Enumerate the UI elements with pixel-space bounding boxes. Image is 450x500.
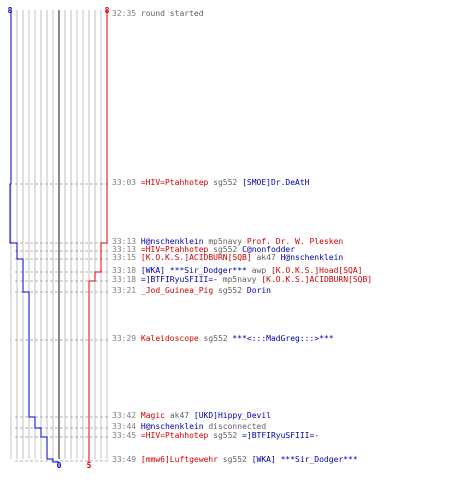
player-name: H@nschenklein [280,253,344,262]
player-name: [K.O.K.S.]ACIDBURN[SQB] [140,253,252,262]
team-red-count-line [88,10,108,462]
event-time: 33:18 [112,275,141,284]
event-time: 33:42 [112,411,141,420]
event-time: 33:15 [112,253,141,262]
event-time: 32:35 [112,9,141,18]
player-name: H@nschenklein [140,422,204,431]
event-time: 33:18 [112,266,141,275]
event-row: 33:21 _Jod_Guinea_Pig sg552 Dorin [112,286,271,295]
player-name: Kaleidoscope [140,334,199,343]
event-action: disconnected [203,422,267,431]
event-time: 33:45 [112,431,141,440]
player-name: =]BTFIRyuSFIII=- [140,275,218,284]
event-action: mp5navy [203,237,247,246]
player-name: Prof. Dr. W. Plesken [246,237,344,246]
event-time: 33:13 [112,245,141,254]
event-action: sg552 [208,431,243,440]
event-time: 33:03 [112,178,141,187]
player-name: =HIV=Ptahhotep [140,431,209,440]
event-row: 33:18 [WKA] ***Sir_Dodger*** awp [K.O.K.… [112,266,362,275]
event-time: 33:44 [112,422,141,431]
player-name: _Jod_Guinea_Pig [140,286,214,295]
event-row: 33:29 Kaleidoscope sg552 ***<:::MadGreg:… [112,334,334,343]
blue-end-count: 0 [57,461,62,470]
player-name: [SMOE]Dr.DeAtH [242,178,310,187]
event-action: sg552 [208,245,243,254]
event-row: 33:18 =]BTFIRyuSFIII=- mp5navy [K.O.K.S.… [112,275,372,284]
event-action: ak47 [165,411,194,420]
player-name: C@nonfodder [242,245,296,254]
event-row: 33:44 H@nschenklein disconnected [112,422,266,431]
player-name: [K.O.K.S.]ACIDBURN[SQB] [261,275,373,284]
event-action: mp5navy [217,275,262,284]
kill-timeline-graph: 8 8 0 5 [8,6,110,470]
event-action: round started [140,9,204,18]
player-name: =HIV=Ptahhotep [140,178,209,187]
event-action: sg552 [198,334,233,343]
player-name: [mmw6]Luftgewehr [140,455,218,464]
event-row: 33:03 =HIV=Ptahhotep sg552 [SMOE]Dr.DeAt… [112,178,310,187]
event-action: sg552 [217,455,252,464]
player-name: Magic [140,411,165,420]
event-action: ak47 [251,253,281,262]
player-name: [UKD]Hippy_Devil [193,411,271,420]
player-name: =HIV=Ptahhotep [140,245,209,254]
event-action: sg552 [213,286,247,295]
player-name: ***<:::MadGreg:::>*** [232,334,334,343]
event-time: 33:21 [112,286,141,295]
red-start-count: 8 [105,6,110,15]
event-row: 33:49 [mmw6]Luftgewehr sg552 [WKA] ***Si… [112,455,358,464]
event-time: 33:13 [112,237,141,246]
event-row: 33:13 H@nschenklein mp5navy Prof. Dr. W.… [112,237,343,246]
player-name: H@nschenklein [140,237,204,246]
player-name: [WKA] ***Sir_Dodger*** [140,266,247,275]
event-row: 33:15 [K.O.K.S.]ACIDBURN[SQB] ak47 H@nsc… [112,253,343,262]
event-row: 32:35 round started [112,9,204,18]
event-row: 33:13 =HIV=Ptahhotep sg552 C@nonfodder [112,245,295,254]
event-row: 33:45 =HIV=Ptahhotep sg552 =]BTFIRyuSFII… [112,431,319,440]
team-blue-count-line [9,10,59,463]
event-time: 33:49 [112,455,141,464]
player-name: =]BTFIRyuSFIII=- [242,431,320,440]
blue-start-count: 8 [8,6,13,15]
player-name: Dorin [246,286,271,295]
event-action: awp [246,266,271,275]
event-time: 33:29 [112,334,141,343]
player-name: [K.O.K.S.]Hoad[SQA] [270,266,363,275]
red-end-count: 5 [87,461,92,470]
player-name: [WKA] ***Sir_Dodger*** [251,455,358,464]
event-row: 33:42 Magic ak47 [UKD]Hippy_Devil [112,411,271,420]
event-action: sg552 [208,178,243,187]
